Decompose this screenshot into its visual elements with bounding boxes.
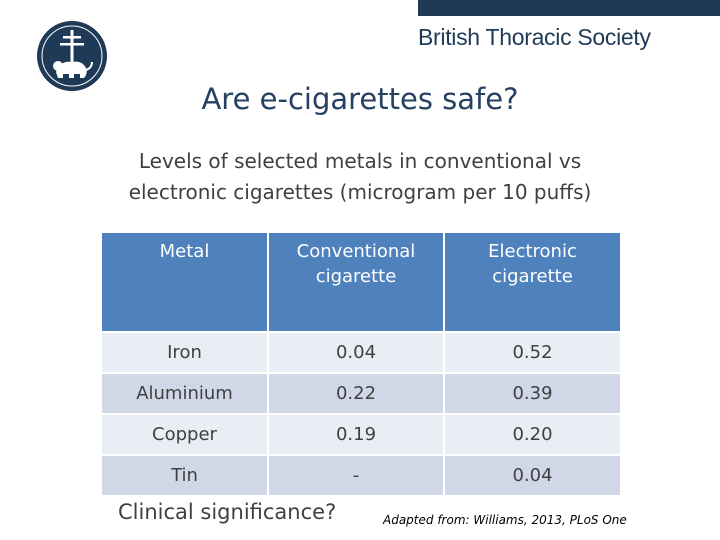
table-row: Tin - 0.04	[102, 455, 620, 497]
cell-metal: Copper	[102, 414, 269, 456]
cell-electronic: 0.20	[444, 414, 620, 456]
cell-conventional: -	[268, 455, 445, 497]
cell-electronic: 0.04	[444, 455, 620, 497]
cell-metal: Tin	[102, 455, 269, 497]
source-citation: Adapted from: Williams, 2013, PLoS One	[383, 513, 627, 527]
header-electronic: Electronic cigarette	[444, 233, 620, 333]
table-row: Iron 0.04 0.52	[102, 332, 620, 374]
subtitle-line-2: electronic cigarettes (microgram per 10 …	[128, 180, 592, 204]
cell-conventional: 0.19	[268, 414, 445, 456]
cell-conventional: 0.04	[268, 332, 445, 374]
cell-electronic: 0.52	[444, 332, 620, 374]
clinical-significance-question: Clinical significance?	[118, 500, 337, 524]
cell-electronic: 0.39	[444, 373, 620, 415]
header-conventional-line-2: cigarette	[315, 266, 397, 287]
metals-comparison-table: Metal Conventional cigarette Electronic …	[102, 233, 620, 497]
table-row: Copper 0.19 0.20	[102, 414, 620, 456]
table-row: Aluminium 0.22 0.39	[102, 373, 620, 415]
header-conventional: Conventional cigarette	[268, 233, 445, 333]
header-electronic-line-2: cigarette	[492, 266, 573, 287]
header-electronic-line-1: Electronic	[488, 241, 577, 262]
slide-title: Are e-cigarettes safe?	[201, 82, 519, 116]
table-header-row: Metal Conventional cigarette Electronic …	[102, 233, 620, 333]
cell-metal: Aluminium	[102, 373, 269, 415]
society-crest-icon	[36, 20, 108, 92]
header-metal: Metal	[102, 233, 269, 333]
slide-subtitle: Levels of selected metals in conventiona…	[60, 146, 660, 208]
header-conventional-line-1: Conventional	[296, 241, 416, 262]
subtitle-line-1: Levels of selected metals in conventiona…	[138, 149, 582, 173]
header-metal-label: Metal	[159, 241, 210, 262]
header-band	[418, 0, 720, 16]
organization-name: British Thoracic Society	[418, 24, 651, 50]
cell-conventional: 0.22	[268, 373, 445, 415]
cell-metal: Iron	[102, 332, 269, 374]
